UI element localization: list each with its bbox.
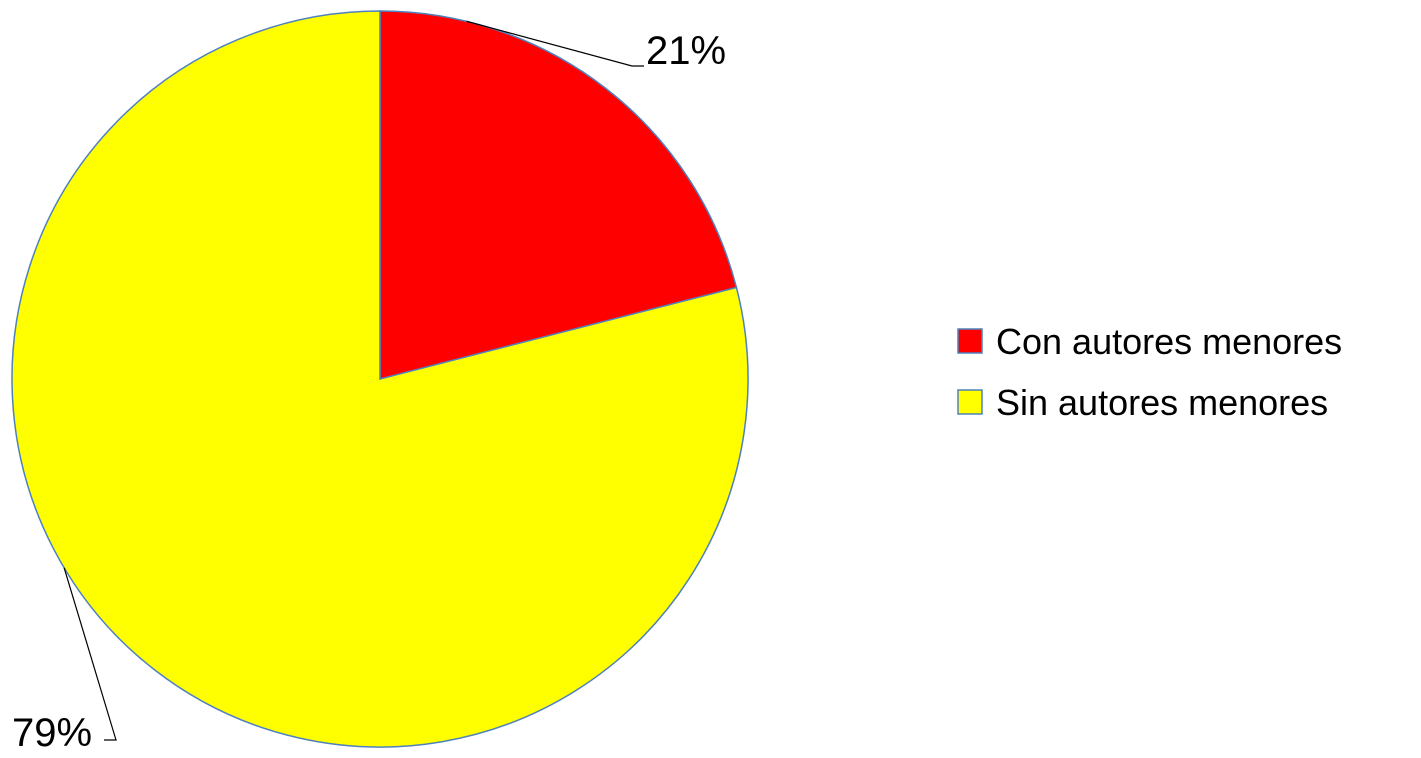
leader-line-con-autores-menores [466,20,644,67]
legend-swatch-con-autores-menores [957,328,983,354]
data-label-con-autores-menores: 21% [646,29,726,73]
legend: Con autores menores Sin autores menores [957,321,1342,423]
pie-slice-sin-autores-menores [11,10,749,748]
leader-lines [63,20,644,741]
leader-line-sin-autores-menores [63,567,117,741]
legend-label-sin-autores-menores: Sin autores menores [996,382,1328,423]
data-labels: 21% 79% [12,29,726,755]
pie-slices [11,10,749,748]
legend-label-con-autores-menores: Con autores menores [996,321,1342,362]
legend-swatch-sin-autores-menores [957,389,983,415]
data-label-sin-autores-menores: 79% [12,711,92,755]
pie-slice-con-autores-menores [379,10,738,380]
